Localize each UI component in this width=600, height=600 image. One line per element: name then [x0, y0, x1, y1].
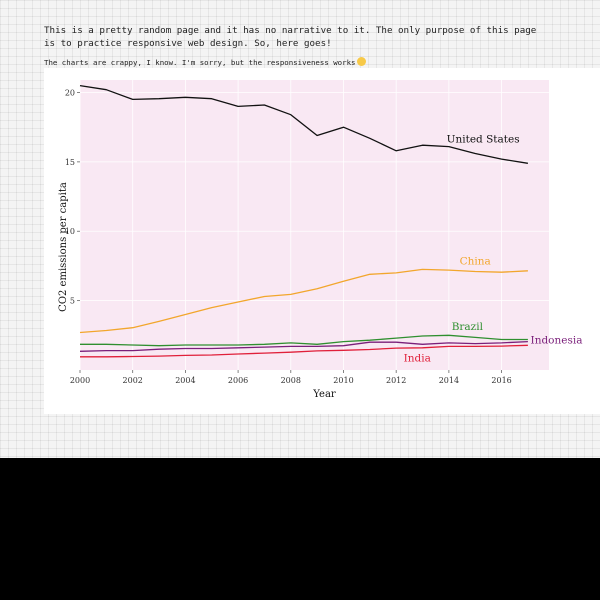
y-tick-label: 20 — [65, 88, 75, 97]
x-tick-label: 2002 — [123, 376, 143, 385]
page-footer-blank — [0, 458, 600, 600]
y-axis-title: CO2 emissions per capita — [58, 182, 69, 312]
y-tick-label: 15 — [65, 158, 75, 167]
chart-note-text: The charts are crappy, I know. I'm sorry… — [44, 58, 356, 67]
series-line-indonesia — [79, 340, 528, 352]
series-label-brazil: Brazil — [452, 321, 484, 333]
x-tick-label: 2000 — [70, 376, 90, 385]
x-tick-label: 2006 — [228, 376, 248, 385]
series-line-brazil — [80, 334, 528, 347]
series-line-china — [79, 268, 528, 334]
chart-card: 2000 2002 2004 2006 2008 2010 2012 2014 2016 5 10 1… — [44, 68, 600, 414]
series-label-india: India — [404, 353, 431, 365]
chart-note: The charts are crappy, I know. I'm sorry… — [44, 57, 564, 68]
x-tick-label: 2016 — [491, 376, 511, 385]
x-tick-label: 2014 — [439, 376, 459, 385]
sweat-smile-emoji-icon — [357, 57, 367, 66]
x-tick-label: 2004 — [175, 376, 195, 385]
series-label-united-states: United States — [447, 133, 520, 145]
series-label-indonesia: Indonesia — [531, 335, 583, 347]
series-label-china: China — [460, 256, 491, 268]
series-line-united-states — [79, 84, 529, 164]
x-axis-title: Year — [312, 389, 336, 400]
co2-line-chart: 2000 2002 2004 2006 2008 2010 2012 2014 2016 5 10 1… — [58, 80, 583, 400]
x-tick-label: 2012 — [386, 376, 406, 385]
series-line-india — [80, 344, 528, 358]
intro-text: This is a pretty random page and it has … — [44, 25, 537, 49]
x-tick-label: 2008 — [281, 376, 301, 385]
x-tick-label: 2010 — [333, 376, 353, 385]
y-tick-label: 5 — [70, 297, 75, 306]
y-tick-label: 10 — [65, 227, 75, 236]
